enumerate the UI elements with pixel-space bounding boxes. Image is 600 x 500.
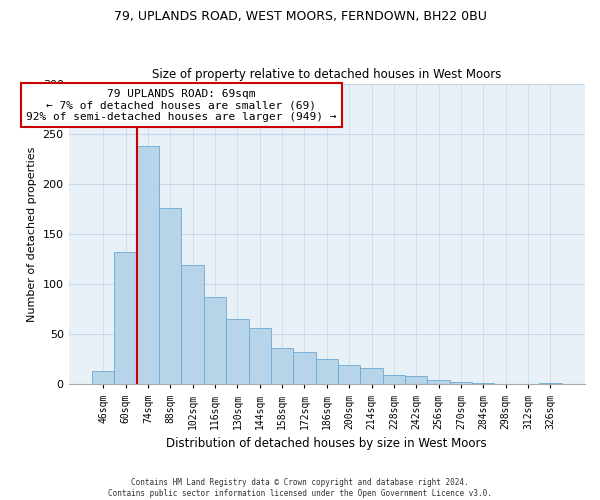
Bar <box>92 372 115 384</box>
Text: Contains HM Land Registry data © Crown copyright and database right 2024.
Contai: Contains HM Land Registry data © Crown c… <box>108 478 492 498</box>
Title: Size of property relative to detached houses in West Moors: Size of property relative to detached ho… <box>152 68 502 81</box>
Bar <box>226 319 248 384</box>
Bar <box>115 252 137 384</box>
Bar <box>181 265 204 384</box>
Bar <box>450 382 472 384</box>
Bar <box>293 352 316 384</box>
Bar <box>427 380 450 384</box>
Y-axis label: Number of detached properties: Number of detached properties <box>27 146 37 322</box>
Bar <box>248 328 271 384</box>
Bar <box>159 208 181 384</box>
Bar <box>271 348 293 384</box>
Bar <box>137 146 159 384</box>
Bar <box>361 368 383 384</box>
Bar <box>405 376 427 384</box>
Bar <box>383 376 405 384</box>
X-axis label: Distribution of detached houses by size in West Moors: Distribution of detached houses by size … <box>166 437 487 450</box>
Text: 79 UPLANDS ROAD: 69sqm
← 7% of detached houses are smaller (69)
92% of semi-deta: 79 UPLANDS ROAD: 69sqm ← 7% of detached … <box>26 88 337 122</box>
Text: 79, UPLANDS ROAD, WEST MOORS, FERNDOWN, BH22 0BU: 79, UPLANDS ROAD, WEST MOORS, FERNDOWN, … <box>113 10 487 23</box>
Bar <box>316 360 338 384</box>
Bar <box>204 297 226 384</box>
Bar <box>338 366 361 384</box>
